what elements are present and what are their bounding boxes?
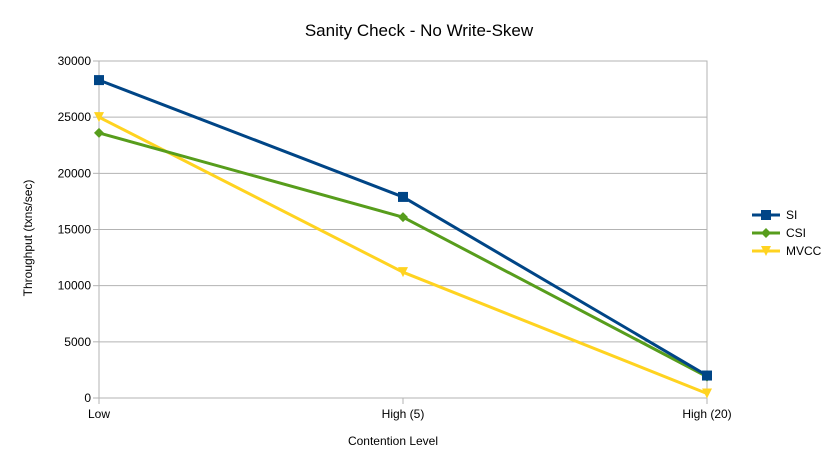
data-point-mvcc (702, 388, 712, 399)
data-point-si (398, 191, 408, 202)
data-point-csi (398, 212, 408, 223)
legend-item-mvcc: MVCC (752, 244, 822, 258)
data-point-mvcc (398, 267, 408, 278)
legend: SI CSI MVCC (752, 208, 822, 258)
legend-swatch-marker (761, 246, 771, 256)
data-point-si (702, 370, 712, 381)
y-tick-label: 5000 (64, 335, 91, 349)
series-group (94, 75, 712, 399)
chart-title: Sanity Check - No Write-Skew (305, 21, 534, 40)
y-tick-label: 15000 (58, 223, 92, 237)
series-si (94, 75, 712, 381)
legend-label: MVCC (786, 244, 822, 258)
legend-item-csi: CSI (752, 226, 806, 240)
x-tick-label: High (5) (382, 407, 425, 421)
series-mvcc (94, 112, 712, 399)
x-tick-label: High (20) (682, 407, 731, 421)
y-tick-label: 25000 (58, 110, 92, 124)
y-tick-label: 10000 (58, 279, 92, 293)
x-axis-ticks: Low High (5) High (20) (88, 398, 732, 421)
legend-item-si: SI (752, 208, 797, 222)
data-point-mvcc (94, 112, 104, 123)
data-point-csi (94, 127, 104, 138)
y-axis-label: Throughput (txns/sec) (21, 180, 35, 297)
x-tick-label: Low (88, 407, 110, 421)
data-point-si (94, 75, 104, 86)
y-tick-label: 0 (84, 391, 91, 405)
legend-swatch-marker (761, 228, 771, 238)
y-axis-ticks: 0 5000 10000 15000 20000 25000 30000 (58, 54, 99, 405)
legend-label: SI (786, 208, 797, 222)
y-tick-label: 30000 (58, 54, 92, 68)
y-tick-label: 20000 (58, 166, 92, 180)
legend-swatch-marker (761, 210, 771, 220)
legend-label: CSI (786, 226, 806, 240)
x-axis-label: Contention Level (348, 434, 438, 448)
